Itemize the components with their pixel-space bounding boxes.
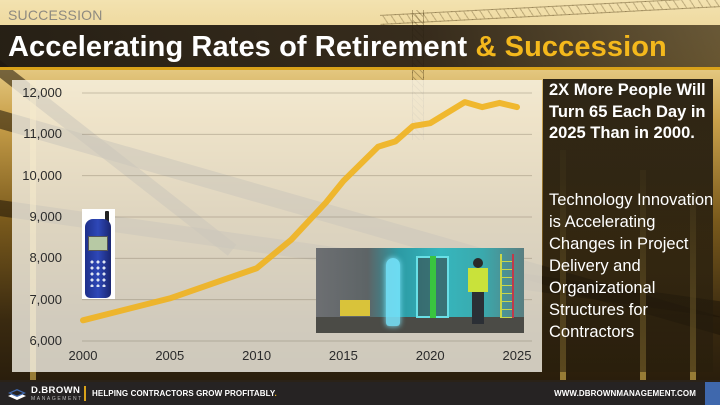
section-label: SUCCESSION (8, 7, 103, 23)
blue-accent-tab (705, 382, 720, 405)
title-main: Accelerating Rates of Retirement (8, 31, 468, 63)
x-tick-label: 2025 (502, 348, 532, 363)
worker-helmet (473, 258, 483, 268)
title-accent: & Succession (475, 31, 667, 63)
phone-antenna (105, 211, 109, 223)
footer-divider (84, 386, 86, 401)
dbrown-logo-icon (8, 389, 26, 400)
y-tick-label: 9,000 (29, 209, 62, 224)
y-tick-label: 7,000 (29, 291, 62, 307)
tagline-text: HELPING CONTRACTORS GROW PROFITABLY (92, 389, 275, 398)
safety-vest (468, 268, 488, 292)
phone-keypad (89, 259, 107, 287)
side-body: Technology Innovation is Accelerating Ch… (549, 191, 714, 341)
line-chart (80, 92, 532, 342)
green-guide (430, 256, 436, 318)
crane-jib (379, 0, 720, 25)
side-panel (543, 79, 713, 372)
y-tick-label: 8,000 (29, 250, 62, 266)
x-tick-label: 2015 (328, 348, 358, 363)
data-line (80, 99, 520, 324)
phone-screen (88, 236, 108, 251)
ladder (500, 254, 514, 318)
ar-construction-image (316, 248, 524, 333)
floor (316, 317, 524, 333)
brand-sub: MANAGEMENT (31, 396, 83, 402)
tagline: HELPING CONTRACTORS GROW PROFITABLY. (92, 389, 277, 398)
mobile-phone-image (82, 209, 115, 299)
worker-figure (468, 258, 488, 324)
footer: D.BROWN MANAGEMENT HELPING CONTRACTORS G… (0, 382, 720, 405)
y-tick-label: 11,000 (23, 126, 62, 142)
website-link[interactable]: WWW.DBROWNMANAGEMENT.COM (554, 389, 696, 398)
y-tick-label: 6,000 (29, 333, 62, 348)
x-tick-label: 2020 (415, 348, 445, 363)
x-tick-label: 2010 (242, 348, 272, 363)
side-headline: 2X More People Will Turn 65 Each Day in … (549, 81, 706, 142)
tagline-dot: . (274, 389, 277, 398)
hologram-figure (386, 258, 400, 326)
worker-legs (472, 292, 484, 324)
title-bar (0, 25, 720, 70)
x-tick-label: 2005 (155, 348, 185, 363)
x-tick-label: 2000 (68, 348, 98, 363)
equipment (340, 300, 370, 316)
page-title: Accelerating Rates of Retirement & Succe… (8, 31, 667, 64)
y-tick-label: 10,000 (22, 167, 62, 183)
brand-name: D.BROWN (31, 385, 81, 396)
y-tick-label: 12,000 (22, 85, 62, 100)
